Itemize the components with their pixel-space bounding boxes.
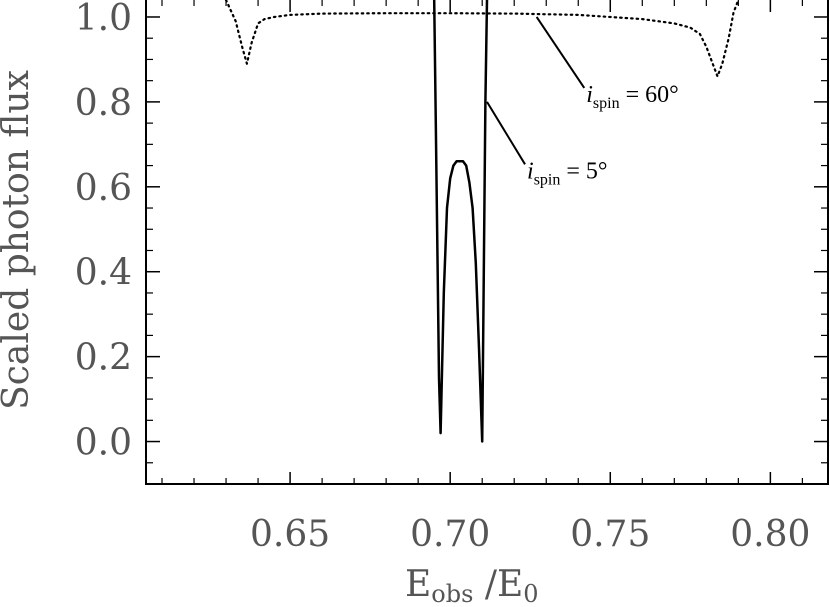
y-tick-label: 0.6 xyxy=(75,168,132,209)
x-tick-label: 0.70 xyxy=(410,514,490,555)
series-line-1 xyxy=(224,0,740,78)
x-tick-label: 0.80 xyxy=(730,514,810,555)
series-layer xyxy=(224,0,740,443)
x-axis-title: Eobs /E0 xyxy=(405,564,539,607)
y-tick-label: 0.2 xyxy=(75,338,132,379)
x-tick-label: 0.75 xyxy=(570,514,650,555)
y-tick-label: 0.0 xyxy=(75,423,132,464)
annotation-label-1: ispin = 5° xyxy=(527,158,607,188)
y-tick-label: 1.0 xyxy=(75,0,132,39)
annotation-leader-1 xyxy=(486,101,526,165)
series-line-0 xyxy=(432,0,489,443)
annotation-label-0: ispin = 60° xyxy=(586,82,678,112)
y-tick-label: 0.8 xyxy=(75,83,132,124)
x-tick-label: 0.65 xyxy=(250,514,330,555)
y-tick-label: 0.4 xyxy=(75,253,132,294)
plot-area xyxy=(145,0,829,485)
annotation-leader-0 xyxy=(535,16,586,89)
plot-frame xyxy=(145,0,829,485)
y-axis-title: Scaled photon flux xyxy=(0,70,37,410)
ticks-layer: 0.65 0.70 0.75 0.80 0.0 0.2 0.4 0.6 0.8 1.0 xyxy=(75,0,828,555)
annotations: ispin = 60° ispin = 5° xyxy=(486,16,679,188)
